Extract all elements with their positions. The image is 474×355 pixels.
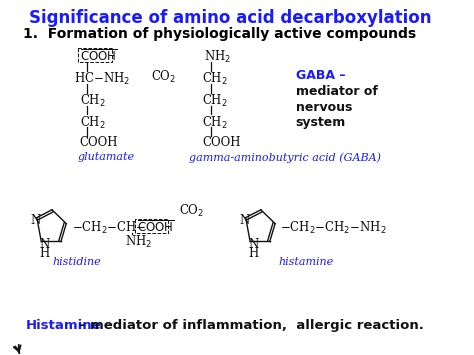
Text: histamine: histamine [279, 257, 334, 267]
Text: Significance of amino acid decarboxylation: Significance of amino acid decarboxylati… [29, 9, 432, 27]
Text: N: N [239, 214, 250, 227]
Text: CH$_2$: CH$_2$ [80, 93, 105, 109]
Text: $\overline{\mathrm{COOH}}$: $\overline{\mathrm{COOH}}$ [137, 220, 174, 235]
Text: – mediator of inflammation,  allergic reaction.: – mediator of inflammation, allergic rea… [74, 319, 424, 332]
Text: $-$CH$_2$$-$CH$-$: $-$CH$_2$$-$CH$-$ [72, 220, 146, 236]
Text: CH$_2$: CH$_2$ [202, 93, 228, 109]
Text: $\overline{\mathrm{COOH}}$: $\overline{\mathrm{COOH}}$ [80, 49, 117, 65]
Text: CH$_2$: CH$_2$ [202, 71, 228, 87]
Text: N: N [30, 214, 41, 227]
Text: gamma-aminobutyric acid (GABA): gamma-aminobutyric acid (GABA) [189, 152, 381, 163]
Text: CO$_2$: CO$_2$ [151, 69, 176, 85]
Text: NH$_2$: NH$_2$ [125, 234, 152, 250]
Text: N: N [39, 237, 50, 251]
Text: mediator of: mediator of [296, 85, 377, 98]
Text: system: system [296, 116, 346, 130]
Text: nervous: nervous [296, 100, 352, 114]
Text: 1.  Formation of physiologically active compounds: 1. Formation of physiologically active c… [23, 27, 417, 41]
Text: COOH: COOH [202, 136, 240, 149]
Text: glutamate: glutamate [78, 152, 135, 162]
Text: COOH: COOH [80, 136, 118, 149]
Text: CH$_2$: CH$_2$ [80, 115, 105, 131]
Text: CH$_2$: CH$_2$ [202, 115, 228, 131]
Text: H: H [39, 247, 50, 261]
Text: NH$_2$: NH$_2$ [204, 49, 231, 65]
Text: N: N [248, 237, 259, 251]
Text: CO$_2$: CO$_2$ [179, 203, 204, 219]
Text: Histamine: Histamine [26, 319, 102, 332]
Text: $-$CH$_2$$-$CH$_2$$-$NH$_2$: $-$CH$_2$$-$CH$_2$$-$NH$_2$ [281, 220, 387, 236]
Text: H: H [248, 247, 259, 261]
Text: HC$-$NH$_2$: HC$-$NH$_2$ [74, 71, 130, 87]
Text: histidine: histidine [52, 257, 101, 267]
Text: GABA –: GABA – [296, 69, 345, 82]
